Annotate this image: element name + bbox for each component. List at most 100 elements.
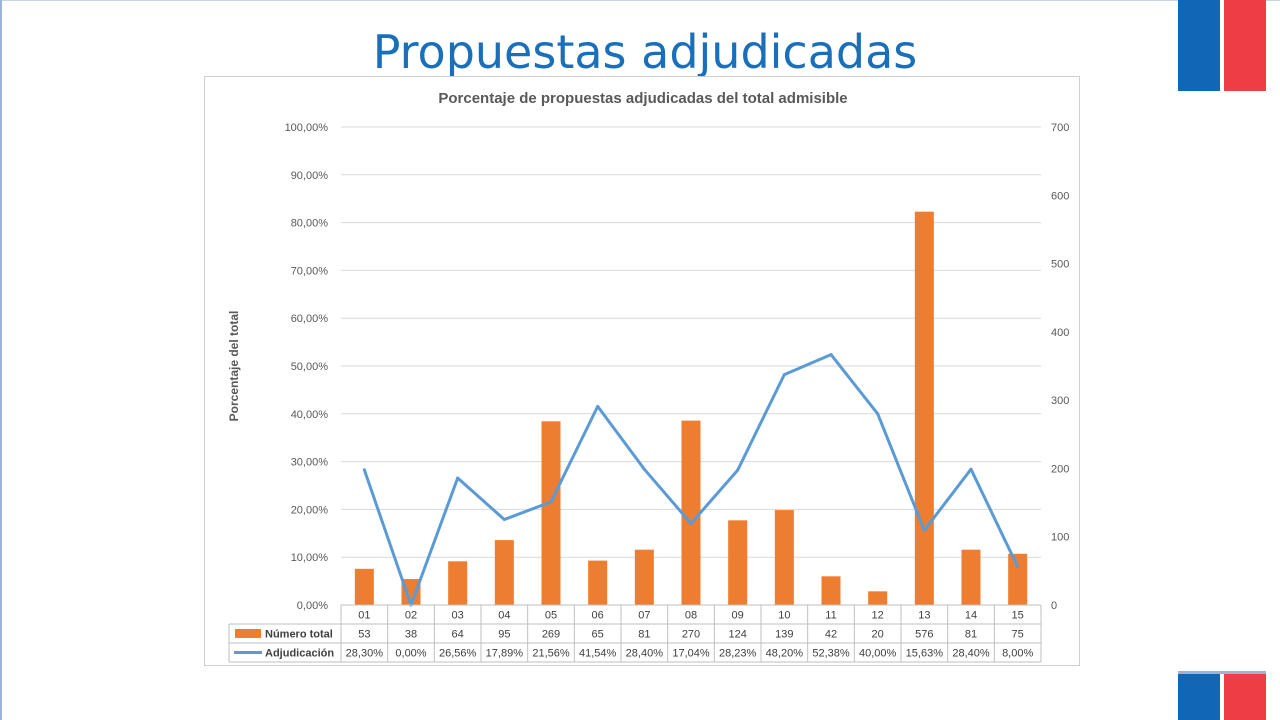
table-cell-adjudicacion: 17,04% — [672, 648, 710, 660]
table-cell-total: 81 — [965, 629, 977, 641]
bar-09 — [728, 520, 748, 605]
bar-04 — [494, 540, 514, 605]
x-tick-label: 02 — [405, 610, 417, 622]
bar-08 — [681, 420, 701, 605]
y-left-tick-label: 10,00% — [291, 552, 329, 564]
y-left-tick-label: 0,00% — [297, 600, 328, 612]
table-cell-adjudicacion: 48,20% — [766, 648, 804, 660]
x-tick-label: 14 — [965, 610, 977, 622]
flag-decoration-bottom — [1178, 671, 1266, 720]
x-tick-label: 01 — [358, 610, 370, 622]
flag-decoration-top — [1178, 0, 1266, 91]
table-cell-total: 270 — [682, 629, 700, 641]
table-cell-total: 81 — [638, 629, 650, 641]
x-tick-label: 12 — [872, 610, 884, 622]
x-tick-label: 06 — [592, 610, 604, 622]
legend-label-numero-total: Número total — [265, 629, 333, 641]
y-right-tick-label: 300 — [1051, 395, 1069, 407]
bar-01 — [354, 568, 374, 605]
table-cell-adjudicacion: 0,00% — [395, 648, 426, 660]
y-left-tick-label: 30,00% — [291, 457, 329, 469]
table-cell-total: 53 — [358, 629, 370, 641]
table-cell-adjudicacion: 52,38% — [812, 648, 850, 660]
table-cell-total: 75 — [1012, 629, 1024, 641]
slide-title: Propuestas adjudicadas — [372, 25, 918, 79]
table-cell-total: 576 — [915, 629, 933, 641]
y-left-tick-label: 70,00% — [291, 265, 329, 277]
flag-red-stripe — [1224, 0, 1266, 91]
top-border — [0, 0, 1280, 1]
line-point-13 — [922, 528, 926, 532]
table-cell-total: 65 — [592, 629, 604, 641]
bar-12 — [868, 591, 888, 605]
line-point-05 — [549, 500, 553, 504]
table-cell-adjudicacion: 28,23% — [719, 648, 757, 660]
line-point-09 — [736, 468, 740, 472]
bar-15 — [1008, 553, 1028, 605]
table-cell-adjudicacion: 8,00% — [1002, 648, 1033, 660]
table-cell-adjudicacion: 26,56% — [439, 648, 477, 660]
y-left-tick-label: 100,00% — [285, 122, 329, 134]
bar-02 — [401, 579, 421, 605]
y-right-tick-label: 400 — [1051, 327, 1069, 339]
y-left-tick-label: 20,00% — [291, 504, 329, 516]
bar-07 — [634, 549, 654, 605]
legend-key-numero-total — [235, 629, 261, 638]
y-left-tick-label: 40,00% — [291, 409, 329, 421]
line-point-12 — [876, 412, 880, 416]
y-right-tick-label: 700 — [1051, 122, 1069, 134]
table-cell-adjudicacion: 21,56% — [532, 648, 570, 660]
line-point-11 — [829, 353, 833, 357]
line-point-01 — [362, 468, 366, 472]
x-tick-label: 03 — [452, 610, 464, 622]
line-point-03 — [456, 476, 460, 480]
table-cell-total: 139 — [775, 629, 793, 641]
table-cell-adjudicacion: 41,54% — [579, 648, 617, 660]
y-left-tick-label: 80,00% — [291, 218, 329, 230]
table-cell-total: 95 — [498, 629, 510, 641]
x-tick-label: 11 — [825, 610, 836, 622]
bar-13 — [914, 211, 934, 605]
bar-10 — [774, 510, 794, 605]
x-tick-label: 10 — [778, 610, 790, 622]
table-cell-adjudicacion: 15,63% — [906, 648, 944, 660]
y-left-tick-label: 60,00% — [291, 313, 329, 325]
bar-05 — [541, 421, 561, 605]
flag-blue-stripe — [1178, 0, 1220, 91]
table-cell-adjudicacion: 40,00% — [859, 648, 897, 660]
legend-label-adjudicacion: Adjudicación — [265, 648, 334, 660]
bar-06 — [588, 560, 608, 605]
y-right-tick-label: 500 — [1051, 259, 1069, 271]
table-cell-total: 124 — [728, 629, 746, 641]
flag-gap — [1220, 674, 1224, 720]
x-tick-label: 04 — [498, 610, 510, 622]
y-right-tick-label: 0 — [1051, 600, 1057, 612]
x-tick-label: 05 — [545, 610, 557, 622]
y-left-tick-label: 90,00% — [291, 170, 329, 182]
table-cell-adjudicacion: 28,40% — [626, 648, 664, 660]
flag-blue-stripe — [1178, 674, 1220, 720]
bar-03 — [448, 561, 468, 605]
x-tick-label: 13 — [918, 610, 930, 622]
y-left-tick-label: 50,00% — [291, 361, 329, 373]
y-right-tick-label: 200 — [1051, 463, 1069, 475]
flag-red-stripe — [1224, 674, 1266, 720]
line-point-15 — [1016, 565, 1020, 569]
x-tick-label: 07 — [638, 610, 650, 622]
table-cell-total: 38 — [405, 629, 417, 641]
table-cell-adjudicacion: 17,89% — [486, 648, 524, 660]
left-border — [0, 0, 2, 720]
table-cell-total: 42 — [825, 629, 837, 641]
line-point-04 — [502, 517, 506, 521]
line-point-08 — [689, 522, 693, 526]
y-right-tick-label: 100 — [1051, 532, 1069, 544]
table-cell-total: 20 — [872, 629, 884, 641]
line-point-07 — [642, 467, 646, 471]
table-cell-total: 269 — [542, 629, 560, 641]
y-axis-title: Porcentaje del total — [227, 311, 241, 422]
x-tick-label: 15 — [1012, 610, 1024, 622]
bar-14 — [961, 549, 981, 605]
table-cell-adjudicacion: 28,40% — [952, 648, 990, 660]
chart-title: Porcentaje de propuestas adjudicadas del… — [438, 90, 848, 107]
line-point-14 — [969, 467, 973, 471]
